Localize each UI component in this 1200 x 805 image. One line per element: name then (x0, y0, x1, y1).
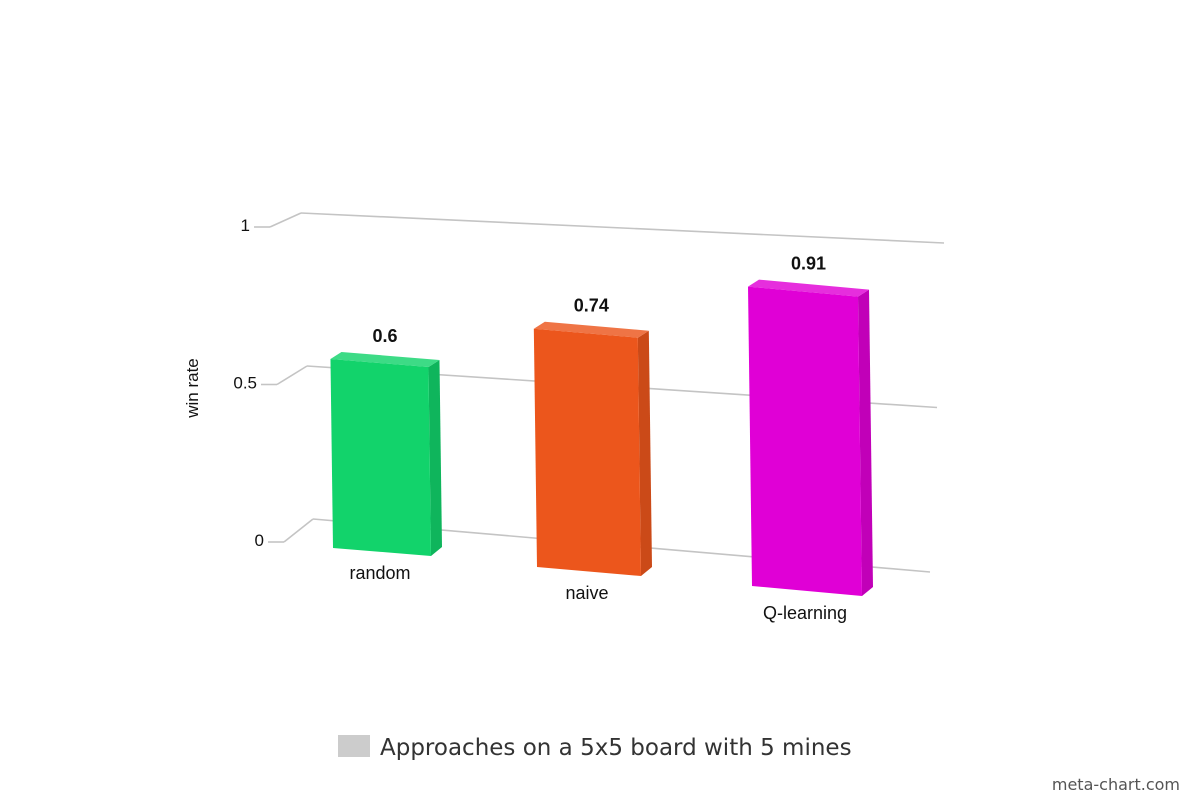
tick-connector (276, 365, 308, 386)
x-tick-label: random (349, 563, 410, 583)
tick-connector (269, 212, 302, 228)
bar-q-learning[interactable] (748, 279, 873, 596)
y-tick-label: 0.5 (233, 374, 257, 393)
bar-random[interactable] (330, 352, 442, 556)
legend-entry: Approaches on a 5x5 board with 5 mines (380, 735, 852, 761)
data-label: 0.91 (791, 254, 826, 274)
y-tick-label: 0 (255, 531, 264, 550)
bar-side (428, 360, 442, 556)
x-tick-label: naive (565, 583, 608, 603)
bar-front (533, 328, 641, 576)
data-label: 0.74 (574, 296, 609, 316)
legend-swatch (338, 735, 370, 757)
bar-side (858, 289, 873, 596)
bar-top (748, 279, 870, 297)
labels-layer: 0 0.5 1 0.6 random 0.74 naive 0.91 Q-learning (233, 216, 847, 623)
bars-layer (330, 279, 873, 596)
gridline (300, 212, 945, 244)
bar-top (533, 321, 649, 338)
bar-front (330, 359, 431, 556)
y-axis-label: win rate (183, 358, 202, 419)
bar-front (748, 286, 862, 596)
legend[interactable]: Approaches on a 5x5 board with 5 mines (338, 735, 852, 761)
tick-connector (283, 518, 314, 543)
bar-top (330, 352, 440, 367)
bar-naive[interactable] (533, 321, 652, 576)
x-tick-label: Q-learning (763, 603, 847, 623)
credit-text[interactable]: meta-chart.com (1052, 775, 1180, 794)
bar-side (637, 330, 652, 576)
data-label: 0.6 (372, 326, 397, 346)
y-tick-label: 1 (241, 216, 250, 235)
